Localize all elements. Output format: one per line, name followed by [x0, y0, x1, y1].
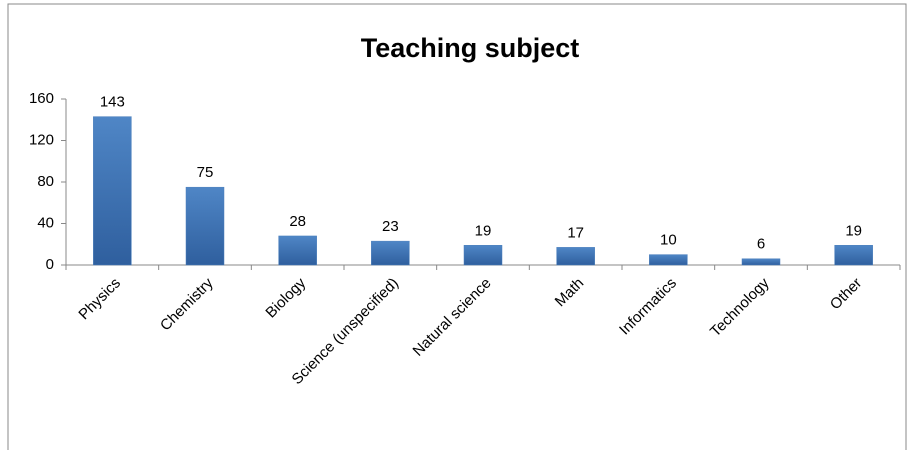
data-label: 6: [757, 236, 765, 253]
bar: [463, 245, 503, 266]
data-label: 75: [197, 164, 214, 181]
bar: [556, 247, 595, 266]
data-label: 17: [567, 224, 584, 241]
bar: [741, 258, 781, 266]
data-label: 19: [475, 222, 492, 239]
y-tick-label: 80: [37, 173, 54, 190]
data-label: 28: [289, 213, 306, 230]
data-label: 19: [845, 222, 862, 239]
bar: [371, 240, 410, 266]
bar: [93, 116, 132, 266]
chart-frame: [7, 3, 907, 450]
y-tick-label: 40: [37, 214, 54, 231]
bar: [834, 245, 873, 266]
bar: [278, 235, 317, 266]
data-label: 23: [382, 218, 399, 235]
chart-title: Teaching subject: [361, 33, 580, 63]
data-label: 143: [100, 94, 125, 111]
data-label: 10: [660, 232, 677, 249]
y-tick-label: 120: [29, 131, 54, 148]
bar: [185, 186, 225, 266]
y-tick-label: 0: [46, 256, 54, 273]
y-tick-label: 160: [29, 90, 54, 107]
bar: [649, 254, 688, 266]
